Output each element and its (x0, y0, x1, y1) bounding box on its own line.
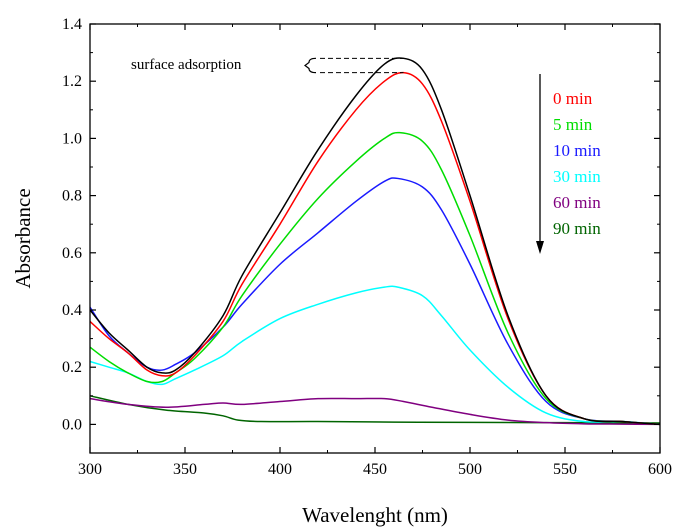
legend-item: 30 min (553, 167, 601, 186)
series-line-90-min (89, 395, 661, 424)
y-tick-label: 0.0 (62, 416, 82, 433)
ticks-layer: 300 350 400 450 500 550 600 0.0 0.2 0.4 0.6 0.8 1.0 1… (62, 16, 672, 478)
y-tick-label: 0.8 (62, 188, 82, 205)
series-line-30-min (89, 285, 661, 426)
series-layer (89, 57, 661, 426)
legend-item: 90 min (553, 219, 601, 238)
y-tick-label: 0.4 (62, 302, 82, 319)
y-tick-label: 1.2 (62, 73, 82, 90)
series-line-5-min (89, 131, 661, 426)
y-tick-label: 0.2 (62, 359, 82, 376)
y-tick-label: 1.0 (62, 130, 82, 147)
legend: 0 min 5 min 10 min 30 min 60 min 90 min (553, 89, 601, 238)
x-tick-label: 600 (648, 461, 672, 478)
annotation-surface-adsorption: surface adsorption (131, 57, 242, 73)
legend-item: 60 min (553, 193, 601, 212)
y-tick-label: 1.4 (62, 16, 82, 33)
series-line-initial (89, 57, 661, 426)
x-tick-label: 550 (553, 461, 577, 478)
x-tick-label: 500 (458, 461, 482, 478)
annotation-brace (304, 57, 317, 74)
series-line-60-min (89, 397, 661, 426)
x-tick-label: 400 (268, 461, 292, 478)
x-tick-label: 350 (173, 461, 197, 478)
legend-item: 5 min (553, 115, 593, 134)
y-tick-label: 0.6 (62, 245, 82, 262)
y-axis-title: Absorbance (11, 188, 35, 288)
x-axis-title: Wavelenght (nm) (302, 503, 448, 527)
x-tick-label: 300 (78, 461, 102, 478)
series-line-10-min (89, 177, 661, 426)
legend-arrowhead (536, 241, 544, 254)
legend-item: 0 min (553, 89, 593, 108)
x-tick-label: 450 (363, 461, 387, 478)
legend-item: 10 min (553, 141, 601, 160)
annotation-layer: surface adsorption (131, 57, 404, 74)
